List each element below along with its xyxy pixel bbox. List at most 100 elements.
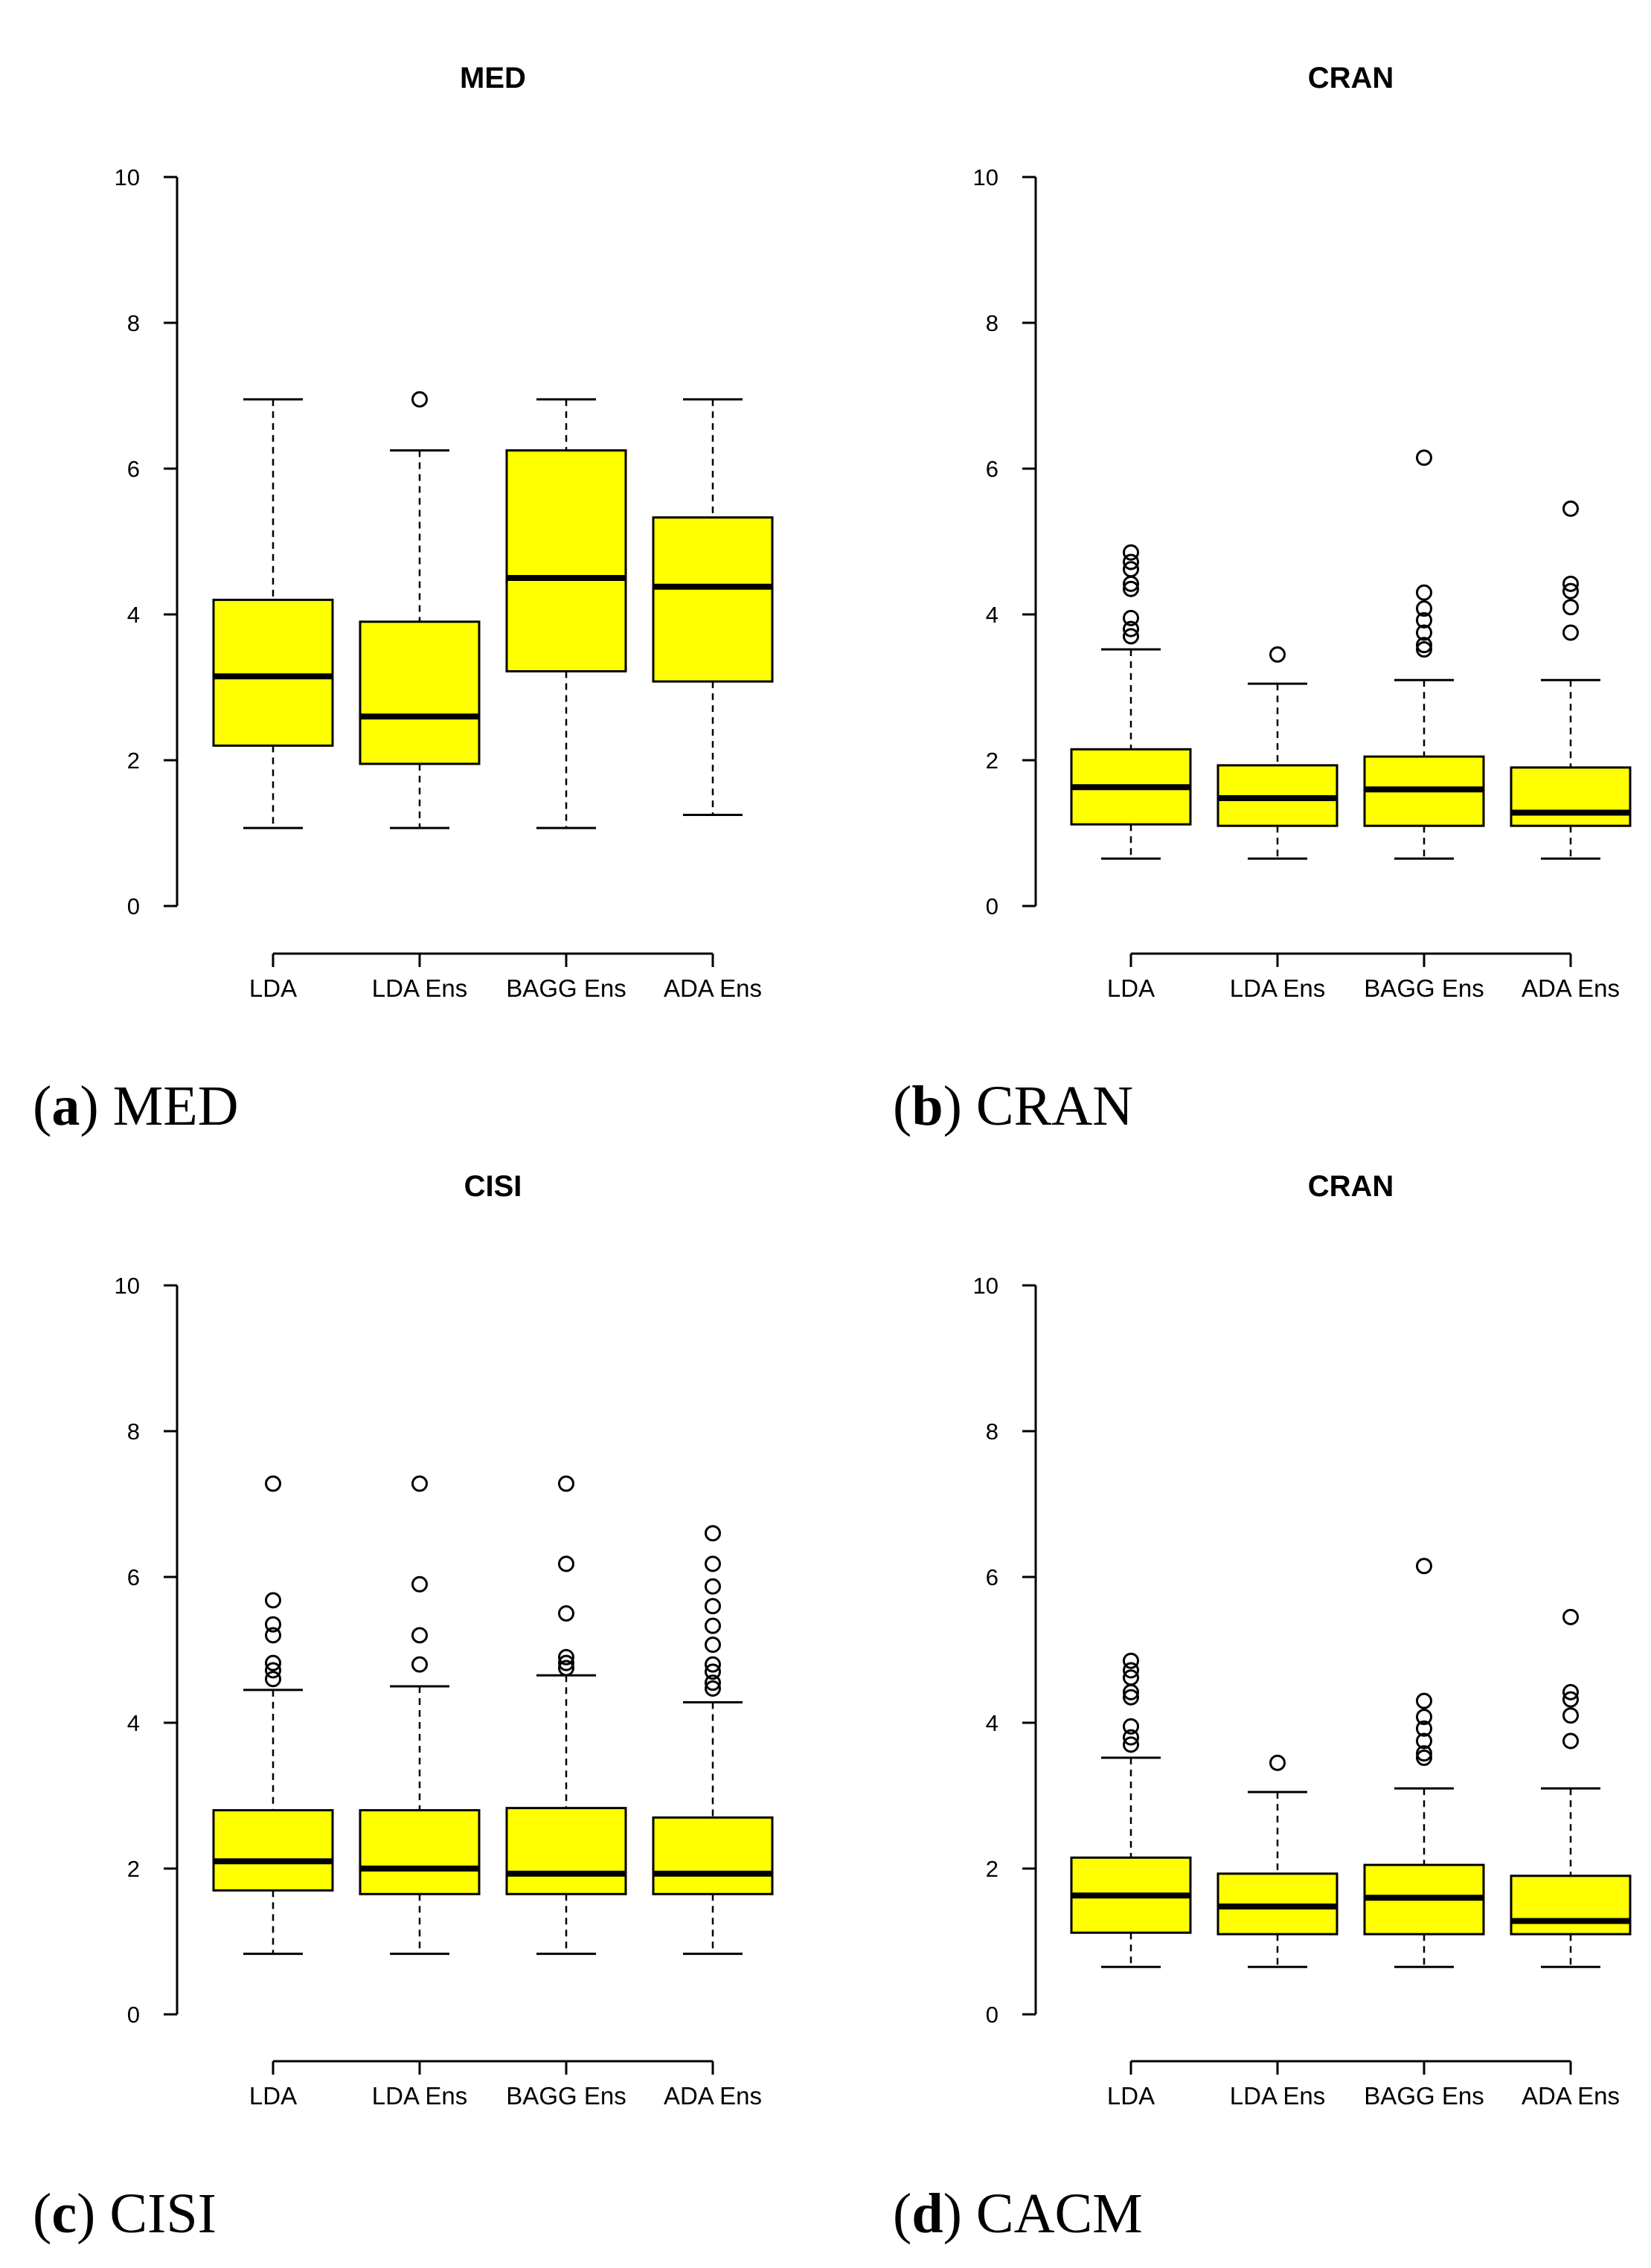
boxplot-panel-cacm: CRAN 0 2 4 6 8 10 LDA LDA Ens BAGG Ens ADA Ens (d) … — [893, 1170, 1632, 2245]
caption-letter: b — [911, 1075, 943, 1137]
outlier-point — [1562, 599, 1579, 616]
caption-letter: c — [51, 2182, 77, 2245]
box-lda — [212, 398, 334, 829]
panel-title: CRAN — [1308, 1170, 1394, 1203]
outlier-point — [411, 1575, 428, 1593]
outlier-point — [1416, 637, 1432, 654]
outlier-point — [705, 1555, 721, 1572]
y-tick-label: 0 — [986, 893, 998, 919]
panel-title: CISI — [464, 1170, 522, 1203]
x-category-label: LDA — [249, 2082, 297, 2110]
outlier-point — [1123, 580, 1139, 597]
boxplot-panel-cran: CRAN 0 2 4 6 8 10 LDA LDA Ens BAGG Ens ADA Ens (b) … — [893, 62, 1632, 1137]
y-tick-label: 10 — [973, 1273, 998, 1299]
outlier-point — [1416, 1692, 1432, 1709]
outlier-point — [411, 1475, 428, 1492]
caption-paren: ( — [33, 1075, 51, 1137]
outlier-point — [1416, 449, 1432, 466]
outlier-point — [1562, 1608, 1579, 1625]
box-lda-ens — [359, 1475, 481, 1956]
caption-name: ) CISI — [77, 2182, 217, 2245]
y-tick-label: 8 — [986, 1419, 998, 1445]
outlier-point — [1123, 1736, 1139, 1753]
iqr-box — [359, 1809, 481, 1895]
x-category-label: LDA Ens — [1230, 974, 1325, 1002]
outlier-point — [1123, 1718, 1139, 1735]
y-tick-label: 6 — [986, 456, 998, 482]
y-tick-label: 6 — [127, 1564, 140, 1590]
outlier-point — [1416, 1745, 1432, 1762]
x-category-label: LDA — [1107, 974, 1155, 1002]
outlier-point — [265, 1627, 281, 1644]
outlier-point — [265, 1616, 281, 1633]
outlier-point — [558, 1654, 574, 1671]
outlier-point — [1562, 582, 1579, 600]
outlier-point — [705, 1525, 721, 1542]
iqr-box — [505, 1807, 627, 1895]
outlier-point — [1562, 1691, 1579, 1708]
y-tick-label: 2 — [127, 748, 140, 774]
y-tick-label: 0 — [127, 893, 140, 919]
outlier-point — [1123, 1729, 1139, 1746]
outlier-point — [705, 1636, 721, 1654]
outlier-point — [705, 1656, 721, 1673]
outlier-point — [1416, 600, 1432, 617]
box-lda — [1070, 1652, 1192, 1968]
outlier-point — [705, 1598, 721, 1615]
caption-name: ) MED — [80, 1075, 238, 1137]
y-tick-label: 2 — [986, 748, 998, 774]
outlier-point — [1123, 1689, 1139, 1706]
outlier-point — [411, 1656, 428, 1673]
x-category-label: ADA Ens — [1522, 974, 1620, 1002]
outlier-point — [705, 1617, 721, 1634]
outlier-point — [1562, 1683, 1579, 1700]
outlier-point — [265, 1592, 281, 1609]
outlier-point — [1416, 641, 1432, 658]
outlier-point — [1123, 609, 1139, 626]
caption-letter: a — [51, 1075, 80, 1137]
panel-title: MED — [460, 62, 526, 94]
outlier-point — [1562, 624, 1579, 641]
y-tick-label: 0 — [986, 2002, 998, 2028]
y-tick-label: 8 — [127, 1419, 140, 1445]
y-tick-label: 2 — [127, 1856, 140, 1882]
outlier-point — [265, 1671, 281, 1688]
x-category-label: BAGG Ens — [1364, 974, 1484, 1002]
outlier-point — [705, 1663, 721, 1680]
panel-caption: (d) CACM — [893, 2182, 1143, 2245]
iqr-box — [505, 449, 627, 672]
iqr-box — [652, 516, 774, 683]
box-bagg-ens — [1363, 1558, 1485, 1968]
y-tick-label: 10 — [973, 164, 998, 190]
outlier-point — [558, 1475, 574, 1492]
y-tick-label: 10 — [115, 164, 140, 190]
outlier-point — [1562, 575, 1579, 592]
outlier-point — [1562, 1707, 1579, 1724]
iqr-box — [652, 1816, 774, 1895]
y-tick-label: 10 — [115, 1273, 140, 1299]
box-lda — [1070, 544, 1192, 860]
outlier-point — [411, 391, 428, 408]
x-category-label: LDA Ens — [372, 974, 467, 1002]
x-category-label: LDA — [1107, 2082, 1155, 2110]
x-category-label: LDA Ens — [1230, 2082, 1325, 2110]
x-category-label: LDA Ens — [372, 2082, 467, 2110]
box-lda-ens — [1216, 1754, 1339, 1968]
caption-paren: ( — [33, 2182, 51, 2245]
x-category-label: BAGG Ens — [1364, 2082, 1484, 2110]
outlier-point — [1416, 1558, 1432, 1575]
panel-caption: (b) CRAN — [893, 1075, 1133, 1137]
boxplot-panel-cisi: CISI 0 2 4 6 8 10 LDA LDA Ens BAGG Ens ADA Ens (c) … — [33, 1170, 774, 2245]
box-lda-ens — [1216, 646, 1339, 860]
outlier-point — [1562, 1732, 1579, 1750]
outlier-point — [1416, 624, 1432, 641]
box-bagg-ens — [505, 1475, 627, 1956]
box-bagg-ens — [1363, 449, 1485, 860]
caption-paren: ( — [893, 2182, 911, 2245]
outlier-point — [1123, 620, 1139, 637]
outlier-point — [1416, 1732, 1432, 1750]
outlier-point — [1123, 561, 1139, 578]
outlier-point — [558, 1555, 574, 1572]
box-lda — [212, 1475, 334, 1956]
